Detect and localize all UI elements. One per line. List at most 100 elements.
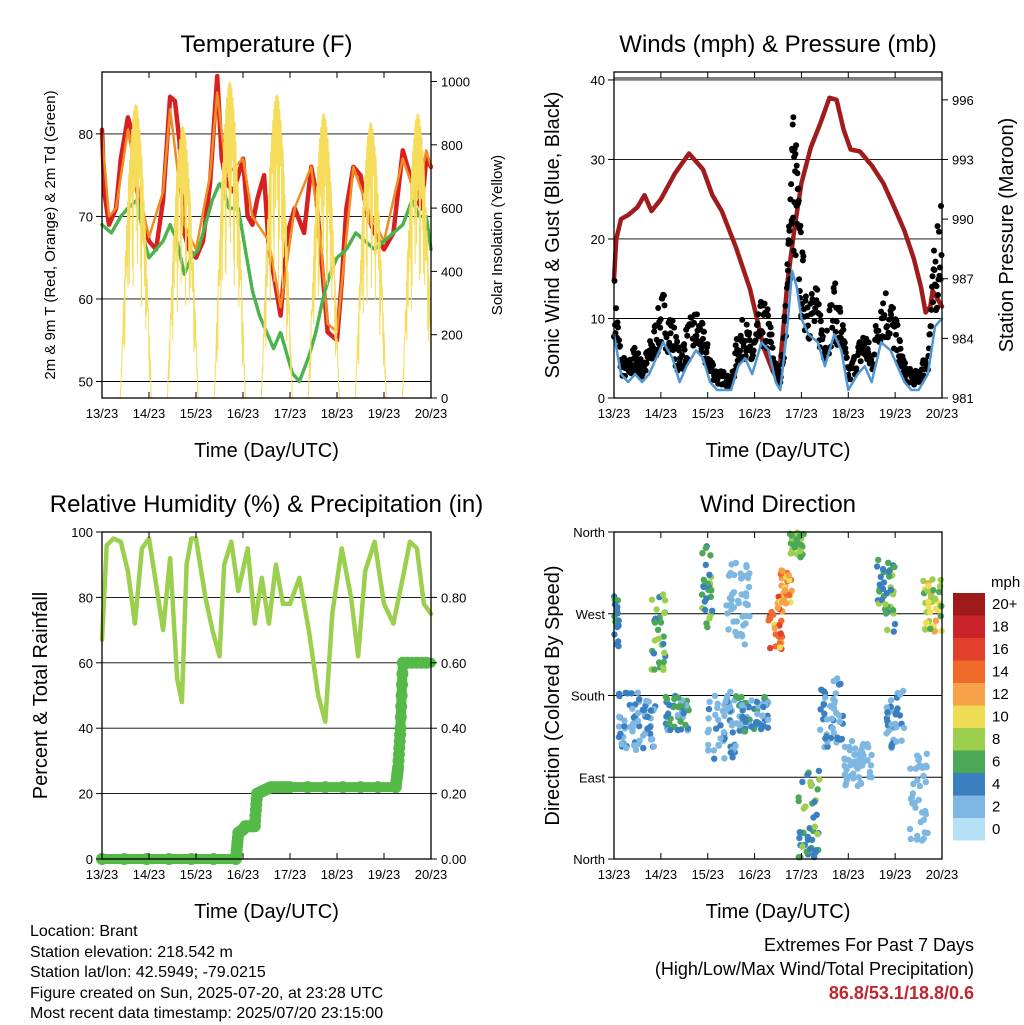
direction-point: [680, 710, 687, 717]
gust-point: [782, 302, 789, 309]
y-tick-label: 0: [86, 852, 93, 867]
gust-point: [661, 302, 668, 309]
direction-point: [915, 796, 922, 804]
gust-point: [698, 345, 705, 352]
direction-point: [615, 622, 622, 629]
direction-point: [876, 581, 883, 588]
direction-point: [834, 734, 841, 741]
chart-panel-3: Relative Humidity (%) & Precipitation (i…: [30, 491, 483, 923]
direction-point: [700, 583, 707, 590]
y-tick-label: 40: [591, 73, 605, 88]
y2-tick-label: 800: [441, 138, 463, 153]
gust-point: [902, 360, 908, 366]
direction-point: [771, 624, 778, 632]
colorbar-label: 18: [992, 619, 1009, 636]
x-tick-label: 20/23: [926, 406, 959, 421]
direction-point: [884, 626, 891, 634]
direction-point: [728, 722, 736, 729]
gust-point: [768, 331, 775, 338]
gust-point: [818, 327, 825, 334]
extremes-values: 86.8/53.1/18.8/0.6: [828, 983, 974, 1003]
gust-point: [657, 324, 664, 331]
plot-frame: [101, 531, 432, 860]
direction-point: [675, 703, 682, 710]
direction-point: [885, 559, 892, 566]
x-tick-label: 13/23: [86, 406, 119, 421]
y2-tick-label: 0.20: [441, 787, 466, 802]
direction-point: [707, 552, 714, 559]
direction-point: [714, 704, 721, 712]
y2-tick-label: 200: [441, 328, 463, 343]
direction-point: [829, 724, 836, 732]
gust-point: [765, 312, 772, 319]
gust-point: [671, 324, 678, 331]
colorbar-label: 0: [992, 821, 1000, 838]
direction-point: [817, 726, 824, 733]
gust-point: [847, 376, 854, 383]
direction-point: [615, 617, 622, 624]
direction-point: [634, 689, 641, 696]
gust-point: [817, 318, 824, 325]
direction-point: [855, 774, 863, 781]
y-tick-label: South: [571, 689, 605, 704]
gust-point: [651, 328, 658, 335]
direction-point: [788, 532, 795, 539]
y-tick-label: 20: [79, 787, 93, 802]
y-tick-label: East: [579, 770, 605, 785]
direction-point: [923, 763, 930, 771]
direction-point: [879, 566, 887, 573]
direction-point: [843, 777, 850, 784]
direction-point: [916, 782, 924, 790]
direction-point: [892, 711, 899, 718]
direction-point: [738, 591, 745, 598]
y2-tick-label: 600: [441, 201, 463, 216]
direction-point: [667, 726, 674, 733]
x-tick-label: 15/23: [180, 406, 213, 421]
direction-point: [932, 617, 940, 624]
direction-point: [760, 703, 767, 711]
direction-point: [764, 716, 772, 723]
direction-point: [663, 713, 670, 720]
direction-point: [799, 778, 806, 786]
gust-point: [817, 312, 824, 319]
direction-point: [729, 729, 736, 736]
direction-point: [937, 612, 944, 620]
gust-point: [808, 291, 815, 297]
direction-point: [660, 633, 667, 640]
direction-point: [660, 658, 667, 666]
direction-point: [654, 626, 662, 633]
gust-point: [802, 293, 809, 300]
direction-point: [932, 605, 940, 612]
precip-point: [394, 722, 407, 735]
direction-point: [682, 721, 689, 729]
gust-point: [829, 324, 836, 331]
x-tick-label: 18/23: [832, 406, 865, 421]
direction-point: [703, 620, 710, 627]
gust-point: [928, 306, 935, 313]
direction-point: [732, 693, 740, 700]
direction-point: [615, 733, 623, 741]
x-tick-label: 14/23: [133, 867, 166, 882]
direction-point: [925, 582, 932, 590]
y-tick-label: North: [573, 852, 605, 867]
gust-point: [796, 276, 803, 283]
direction-point: [857, 780, 865, 787]
direction-point: [816, 776, 823, 783]
gust-point: [792, 252, 799, 259]
gust-point: [794, 170, 801, 177]
direction-point: [740, 622, 747, 629]
colorbar-title: mph: [991, 574, 1020, 591]
direction-point: [925, 598, 932, 605]
gust-point: [761, 300, 768, 307]
gust-point: [786, 227, 793, 234]
chart-panel-4: Wind Direction Time (Day/UTC) Direction (C…: [542, 491, 1020, 923]
direction-point: [736, 727, 743, 734]
direction-point: [807, 845, 814, 853]
gust-point: [811, 318, 818, 325]
y-tick-label: 70: [79, 209, 93, 224]
direction-point: [779, 598, 786, 606]
direction-point: [797, 554, 804, 561]
direction-point: [711, 755, 718, 762]
solar-curve: [401, 113, 432, 399]
gust-point: [660, 292, 667, 299]
